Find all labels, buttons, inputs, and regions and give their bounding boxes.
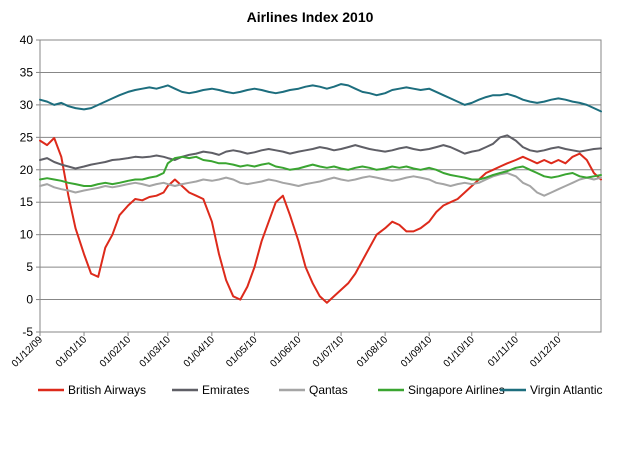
xtick-label: 01/08/10 xyxy=(355,334,391,370)
legend-item-british-airways: British Airways xyxy=(38,383,146,397)
ytick-label: 10 xyxy=(20,228,34,242)
ytick-label: -5 xyxy=(22,325,33,339)
xtick-label: 01/07/10 xyxy=(311,334,347,370)
ytick-label: 15 xyxy=(20,195,34,209)
legend-label: British Airways xyxy=(68,383,146,397)
legend-item-qantas: Qantas xyxy=(279,383,348,397)
series-line-emirates xyxy=(39,134,602,170)
legend-label: Qantas xyxy=(309,383,348,397)
xtick-label: 01/12/10 xyxy=(528,334,564,370)
legend-label: Singapore Airlines xyxy=(408,383,505,397)
xtick-label: 01/06/10 xyxy=(268,334,304,370)
legend-item-singapore-airlines: Singapore Airlines xyxy=(378,383,505,397)
ytick-label: 30 xyxy=(20,98,34,112)
legend-label: Emirates xyxy=(202,383,249,397)
xtick-label: 01/12/09 xyxy=(10,334,46,370)
series-line-british-airways xyxy=(39,137,602,304)
series-line-virgin-atlantic xyxy=(39,83,602,113)
xtick-label: 01/01/10 xyxy=(54,334,90,370)
axes: -5 0 5 10 15 20 25 30 35 40 01/12/09 01/01/10 01/02/… xyxy=(10,33,602,370)
ytick-label: 40 xyxy=(20,33,34,47)
gridlines xyxy=(40,39,601,333)
ytick-label: 0 xyxy=(26,293,33,307)
xtick-label: 01/09/10 xyxy=(399,334,435,370)
legend-label: Virgin Atlantic xyxy=(530,383,603,397)
xtick-label: 01/11/10 xyxy=(486,334,521,369)
ytick-label: 25 xyxy=(20,130,34,144)
legend-item-virgin-atlantic: Virgin Atlantic xyxy=(500,383,603,397)
legend-item-emirates: Emirates xyxy=(172,383,249,397)
chart-title: Airlines Index 2010 xyxy=(247,9,374,25)
series-line-singapore-airlines xyxy=(39,155,602,187)
xtick-label: 01/10/10 xyxy=(442,334,478,370)
series-lines xyxy=(39,83,602,304)
xtick-label: 01/02/10 xyxy=(98,334,134,370)
ytick-label: 5 xyxy=(26,260,33,274)
xtick-label: 01/03/10 xyxy=(138,334,174,370)
legend: British Airways Emirates Qantas Singapore A… xyxy=(38,383,603,397)
series-line-qantas xyxy=(39,172,602,197)
xtick-label: 01/04/10 xyxy=(182,334,218,370)
plot-area-border xyxy=(39,39,602,333)
ytick-label: 20 xyxy=(20,163,34,177)
xtick-label: 01/05/10 xyxy=(224,334,260,370)
ytick-label: 35 xyxy=(20,65,34,79)
